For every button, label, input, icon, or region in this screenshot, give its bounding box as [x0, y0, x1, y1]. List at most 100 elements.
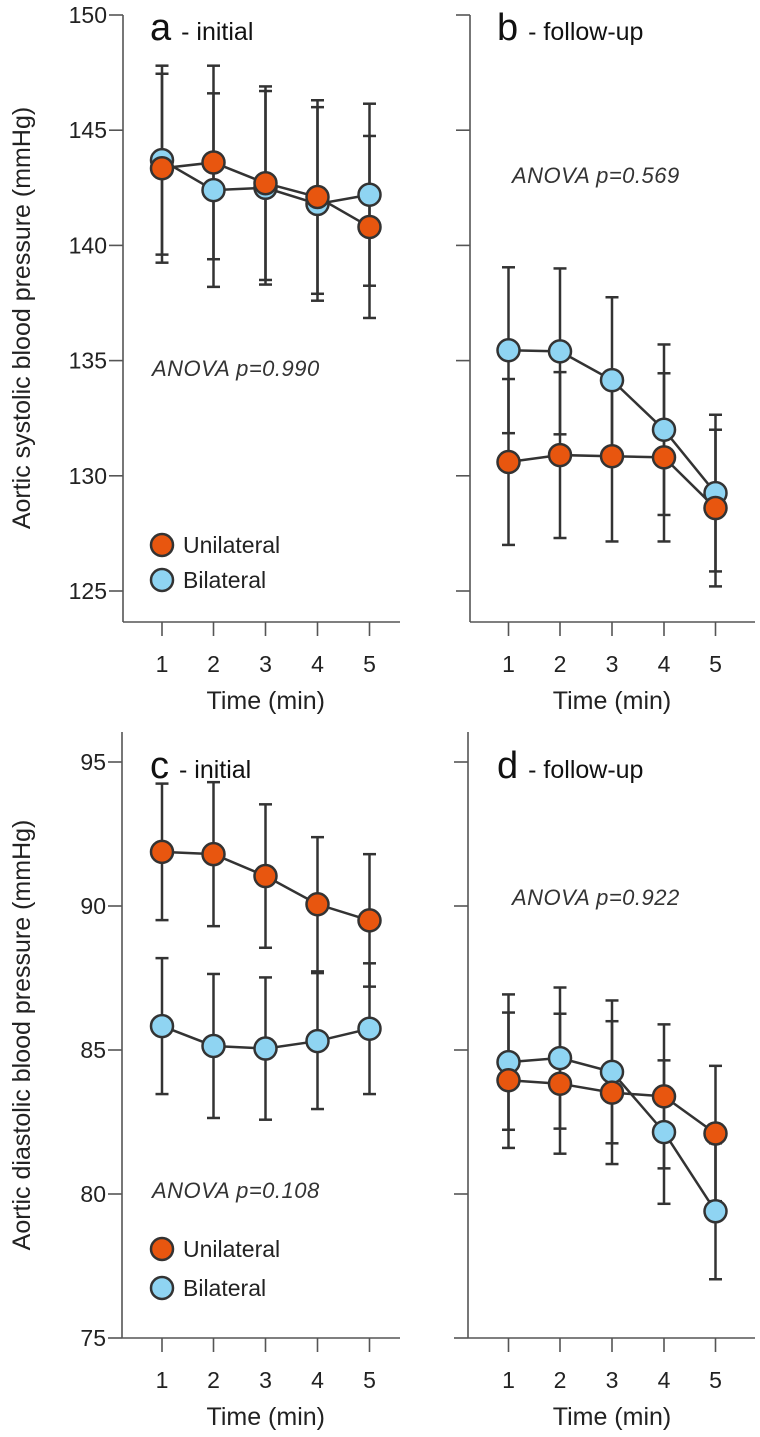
y-tick-label: 80	[80, 1181, 106, 1207]
panel-letter: d	[497, 745, 518, 787]
x-tick-label: 3	[259, 651, 272, 677]
data-point-unilateral	[547, 442, 573, 468]
data-point-unilateral	[496, 1067, 521, 1093]
panel-title: b - follow-up	[497, 7, 643, 49]
series-unilateral-errorbars	[502, 369, 722, 588]
legend-label: Bilateral	[183, 567, 266, 593]
x-tick-label: 4	[311, 651, 324, 677]
x-tick-label: 5	[363, 651, 376, 677]
legend-label: Bilateral	[183, 1275, 266, 1301]
panel-letter: a	[150, 7, 172, 49]
data-point-unilateral	[703, 1121, 728, 1146]
y-tick-label: 150	[69, 2, 107, 28]
panel-title: d - follow-up	[497, 745, 643, 787]
legend-marker-bilateral	[149, 1275, 175, 1301]
data-point-unilateral	[651, 1084, 677, 1109]
x-axis-title: Time (min)	[553, 687, 672, 715]
anova-annotation: ANOVA p=0.108	[150, 1178, 320, 1203]
data-point-bilateral	[651, 1119, 677, 1145]
data-point-unilateral	[149, 155, 175, 181]
x-tick-label: 5	[363, 1367, 376, 1393]
x-tick-label: 5	[709, 1367, 722, 1393]
x-tick-label: 3	[606, 651, 619, 677]
panel-b: 1 2 3 4 5 Time (min) b - follow-up ANOVA p=0.569	[456, 7, 755, 715]
panel-subtitle: - follow-up	[528, 756, 643, 784]
data-point-bilateral	[201, 177, 226, 203]
data-point-unilateral	[305, 892, 330, 917]
x-tick-label: 4	[658, 1367, 671, 1393]
anova-annotation: ANOVA p=0.990	[150, 356, 320, 381]
legend-label: Unilateral	[183, 1236, 280, 1262]
y-tick-label: 75	[80, 1325, 106, 1351]
data-point-unilateral	[201, 150, 226, 175]
data-point-unilateral	[651, 445, 677, 470]
y-tick-label: 85	[80, 1037, 106, 1063]
y-axis-title: Aortic systolic blood pressure (mmHg)	[8, 107, 36, 529]
x-tick-label: 3	[606, 1367, 619, 1393]
panel-subtitle: - initial	[181, 18, 253, 46]
x-tick-label: 2	[207, 651, 220, 677]
data-point-unilateral	[149, 839, 175, 865]
legend-marker-unilateral	[149, 532, 175, 558]
data-point-bilateral	[357, 182, 382, 207]
legend-label: Unilateral	[183, 532, 280, 558]
data-point-bilateral	[253, 1036, 278, 1061]
data-point-unilateral	[496, 449, 521, 475]
data-point-bilateral	[547, 1045, 573, 1071]
data-point-bilateral	[496, 337, 521, 363]
panel-letter: c	[150, 745, 169, 787]
data-point-unilateral	[253, 863, 278, 889]
x-tick-label: 1	[502, 1367, 515, 1393]
data-point-bilateral	[599, 367, 625, 393]
data-point-unilateral	[547, 1071, 573, 1096]
x-tick-label: 1	[502, 651, 515, 677]
x-tick-label: 4	[311, 1367, 324, 1393]
data-point-unilateral	[599, 443, 625, 469]
data-point-unilateral	[703, 495, 728, 521]
data-point-bilateral	[599, 1059, 625, 1085]
data-point-bilateral	[201, 1033, 226, 1059]
legend-marker-unilateral	[149, 1236, 175, 1262]
panel-title: c - initial	[150, 745, 251, 787]
legend: Unilateral Bilateral	[149, 1236, 280, 1301]
data-point-unilateral	[253, 170, 278, 196]
data-point-bilateral	[149, 1013, 175, 1039]
y-axis-title: Aortic diastolic blood pressure (mmHg)	[8, 820, 36, 1251]
anova-annotation: ANOVA p=0.569	[510, 163, 680, 188]
legend: Unilateral Bilateral	[149, 532, 280, 593]
x-tick-label: 3	[259, 1367, 272, 1393]
x-axis-title: Time (min)	[206, 687, 325, 715]
data-point-bilateral	[305, 1028, 330, 1054]
y-tick-label: 90	[80, 893, 106, 919]
y-tick-label: 130	[69, 463, 107, 489]
data-point-bilateral	[357, 1016, 382, 1041]
panel-letter: b	[497, 7, 518, 49]
y-tick-label: 125	[69, 578, 107, 604]
series-unilateral-errorbars	[502, 1011, 722, 1203]
x-tick-label: 5	[709, 651, 722, 677]
panel-title: a - initial	[150, 7, 253, 49]
x-tick-label: 1	[156, 1367, 169, 1393]
x-tick-label: 2	[554, 1367, 567, 1393]
x-axis-title: Time (min)	[553, 1403, 672, 1431]
data-point-bilateral	[547, 339, 573, 364]
data-point-bilateral	[651, 417, 677, 442]
y-tick-label: 135	[69, 348, 107, 374]
panel-subtitle: - follow-up	[528, 18, 643, 46]
x-tick-label: 2	[207, 1367, 220, 1393]
legend-marker-bilateral	[149, 567, 175, 593]
data-point-unilateral	[305, 184, 330, 210]
data-point-bilateral	[703, 1199, 728, 1224]
data-point-unilateral	[599, 1080, 625, 1105]
y-tick-label: 95	[80, 749, 106, 775]
x-tick-label: 4	[658, 651, 671, 677]
y-tick-label: 140	[69, 232, 107, 258]
y-tick-label: 145	[69, 117, 107, 143]
x-axis-title: Time (min)	[206, 1403, 325, 1431]
panel-d: 1 2 3 4 5 Time (min) d - follow-up ANOVA p=0.922	[454, 732, 755, 1431]
panel-subtitle: - initial	[179, 756, 251, 784]
data-point-unilateral	[357, 214, 382, 240]
x-tick-label: 1	[156, 651, 169, 677]
data-point-unilateral	[357, 908, 382, 933]
